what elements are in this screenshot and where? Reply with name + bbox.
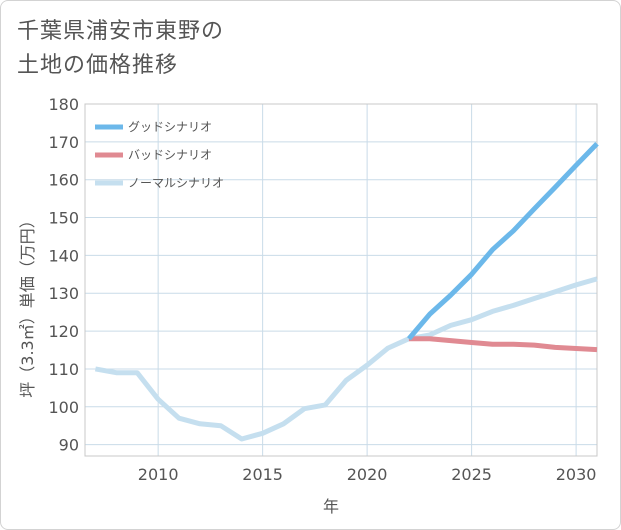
chart-title-line-1: 千葉県浦安市東野の <box>17 19 225 44</box>
y-tick-label: 130 <box>48 284 79 303</box>
legend-label: ノーマルシナリオ <box>128 176 224 190</box>
y-tick-label: 100 <box>48 398 79 417</box>
x-tick-label: 2030 <box>556 465 597 484</box>
y-tick-label: 170 <box>48 133 79 152</box>
y-tick-label: 140 <box>48 246 79 265</box>
x-tick-label: 2010 <box>138 465 179 484</box>
y-axis-ticks: 90 100 110 120 130 140 150 160 170 180 <box>48 95 79 455</box>
y-axis-label: 坪（3.3㎡）単価（万円） <box>18 212 37 397</box>
x-tick-label: 2020 <box>347 465 388 484</box>
x-axis-label: 年 <box>323 497 339 516</box>
series-line-バッドシナリオ <box>408 336 598 353</box>
legend-label: バッドシナリオ <box>128 148 212 162</box>
y-tick-label: 150 <box>48 209 79 228</box>
series-lines <box>94 141 599 442</box>
x-tick-label: 2015 <box>242 465 283 484</box>
series-line-グッドシナリオ <box>406 141 599 341</box>
chart-title: 千葉県浦安市東野の 土地の価格推移 <box>17 15 224 83</box>
chart-title-line-2: 土地の価格推移 <box>17 53 179 78</box>
y-tick-label: 90 <box>59 436 79 455</box>
series-line-ノーマルシナリオ <box>94 276 598 442</box>
y-tick-label: 160 <box>48 171 79 190</box>
y-tick-label: 120 <box>48 322 79 341</box>
y-tick-label: 110 <box>48 360 79 379</box>
x-axis-ticks: 2010 2015 2020 2025 2030 <box>138 465 597 484</box>
legend-label: グッドシナリオ <box>128 120 212 134</box>
x-tick-label: 2025 <box>451 465 492 484</box>
y-tick-label: 180 <box>48 95 79 114</box>
